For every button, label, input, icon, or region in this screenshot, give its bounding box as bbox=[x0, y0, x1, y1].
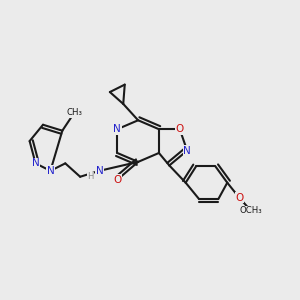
Text: N: N bbox=[113, 124, 121, 134]
Text: OCH₃: OCH₃ bbox=[240, 206, 262, 215]
Text: CH₃: CH₃ bbox=[66, 108, 82, 117]
Text: N: N bbox=[32, 158, 39, 168]
Text: N: N bbox=[96, 166, 103, 176]
Text: O: O bbox=[176, 124, 184, 134]
Text: O: O bbox=[235, 193, 243, 202]
Text: H: H bbox=[87, 172, 94, 181]
Text: O: O bbox=[113, 175, 122, 185]
Text: N: N bbox=[183, 146, 191, 156]
Text: N: N bbox=[46, 166, 54, 176]
